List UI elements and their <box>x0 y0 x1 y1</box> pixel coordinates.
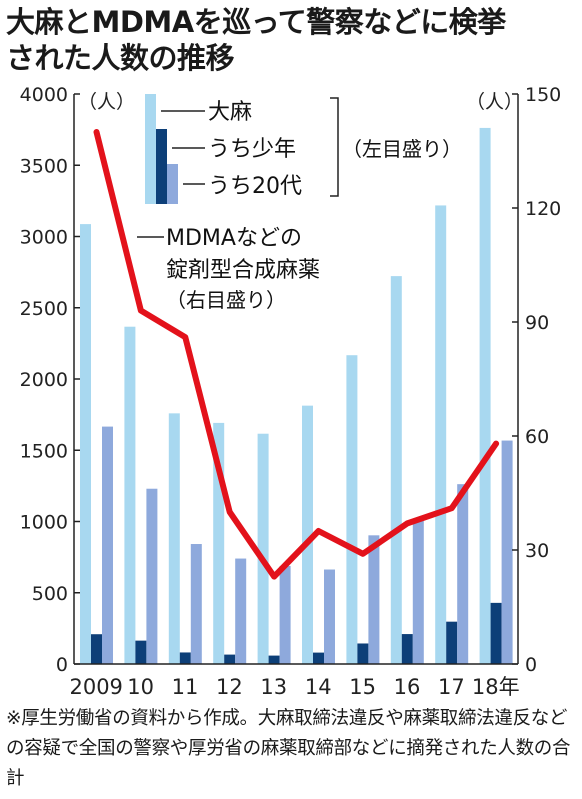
line-label-axis-note: （右目盛り） <box>166 288 286 312</box>
right-tick-label: 90 <box>525 312 549 334</box>
legend-left-axis-note: （左目盛り） <box>342 137 462 161</box>
bar-cannabis-1 <box>124 326 136 664</box>
left-tick-label: 500 <box>32 583 68 605</box>
bar-youth-4 <box>268 655 280 664</box>
x-axis-ticks: 2009 10 11 12 13 14 15 16 17 18年 <box>69 675 519 699</box>
legend: 大麻 うち少年 うち20代 （左目盛り） MDMAなどの 錠剤型合成麻薬 （右目… <box>137 94 462 312</box>
bar-youth-2 <box>179 652 191 664</box>
line-label-1: MDMAなどの <box>166 226 302 251</box>
bar-cannabis-2 <box>168 413 180 664</box>
legend-label-cannabis: 大麻 <box>208 100 252 125</box>
bar-youth-0 <box>91 634 102 664</box>
bar-youth-7 <box>401 634 413 664</box>
bar-twenties-3 <box>235 558 247 664</box>
bar-twenties-4 <box>279 565 291 664</box>
legend-bracket <box>330 97 339 197</box>
bar-cannabis-0 <box>80 224 91 665</box>
chart-canvas: 0 500 1000 1500 2000 2500 3000 3500 4000 0 30 60 90… <box>20 84 562 699</box>
source-note: ※厚生労働省の資料から作成。大麻取締法違反や麻薬取締法違反などの容疑で全国の警察… <box>6 708 571 789</box>
right-tick-label: 120 <box>525 198 561 220</box>
bar-cannabis-7 <box>390 276 402 664</box>
bar-cannabis-5 <box>302 405 313 664</box>
title-line-2: された人数の推移 <box>6 41 235 75</box>
bar-cannabis-3 <box>213 422 225 664</box>
bar-youth-3 <box>224 654 236 664</box>
x-tick-label: 16 <box>394 675 421 699</box>
left-tick-label: 1000 <box>20 512 68 534</box>
right-axis-ticks: 0 30 60 90 120 150 <box>512 84 561 676</box>
x-tick-label: 10 <box>127 675 154 699</box>
bar-twenties-2 <box>190 544 202 664</box>
bar-youth-6 <box>357 643 369 664</box>
left-axis-unit: （人） <box>78 91 135 113</box>
x-tick-label: 11 <box>172 675 199 699</box>
mdma-line-layer <box>93 129 500 580</box>
bar-youth-5 <box>313 652 324 664</box>
bars-layer <box>80 127 513 665</box>
title-line-1: 大麻とMDMAを巡って警察などに検挙 <box>6 5 506 39</box>
x-tick-label: 14 <box>305 675 332 699</box>
legend-swatch-youth <box>156 129 167 204</box>
legend-swatch-twenties <box>167 164 178 204</box>
line-label-2: 錠剤型合成麻薬 <box>166 258 320 283</box>
bar-youth-1 <box>135 640 147 664</box>
bar-cannabis-8 <box>435 205 447 664</box>
left-tick-label: 2000 <box>20 369 68 391</box>
bar-twenties-7 <box>412 519 424 664</box>
bar-twenties-6 <box>368 535 380 664</box>
bar-twenties-1 <box>146 488 158 664</box>
bar-cannabis-4 <box>257 433 269 664</box>
bar-cannabis-9 <box>479 127 491 665</box>
left-tick-label: 1500 <box>20 440 68 462</box>
legend-label-youth: うち少年 <box>208 137 296 162</box>
left-tick-label: 0 <box>56 654 68 676</box>
mdma-line <box>93 129 500 580</box>
chart-title: 大麻とMDMAを巡って警察などに検挙 された人数の推移 <box>6 4 576 76</box>
legend-label-twenties: うち20代 <box>208 174 302 199</box>
left-tick-label: 2500 <box>20 298 68 320</box>
x-tick-label: 15 <box>349 675 376 699</box>
bar-twenties-8 <box>457 484 469 664</box>
left-tick-label: 3000 <box>20 227 68 249</box>
bar-twenties-0 <box>102 426 113 664</box>
left-axis-ticks: 0 500 1000 1500 2000 2500 3000 3500 4000 <box>20 84 80 676</box>
x-tick-label: 2009 <box>69 675 122 699</box>
right-tick-label: 0 <box>525 654 537 676</box>
x-tick-label: 13 <box>260 675 287 699</box>
legend-swatch-cannabis <box>145 94 156 204</box>
bar-twenties-9 <box>501 440 513 664</box>
bar-youth-9 <box>490 602 502 664</box>
x-tick-label: 12 <box>216 675 243 699</box>
x-tick-label: 18年 <box>472 675 520 699</box>
left-tick-label: 3500 <box>20 155 68 177</box>
left-tick-label: 4000 <box>20 84 68 106</box>
x-tick-label: 17 <box>438 675 465 699</box>
right-axis-unit: （人） <box>466 91 523 113</box>
right-tick-label: 60 <box>525 426 549 448</box>
bar-cannabis-6 <box>346 355 358 664</box>
bar-twenties-5 <box>324 569 335 664</box>
bar-youth-8 <box>446 621 458 664</box>
right-tick-label: 150 <box>525 84 561 106</box>
right-tick-label: 30 <box>525 540 549 562</box>
